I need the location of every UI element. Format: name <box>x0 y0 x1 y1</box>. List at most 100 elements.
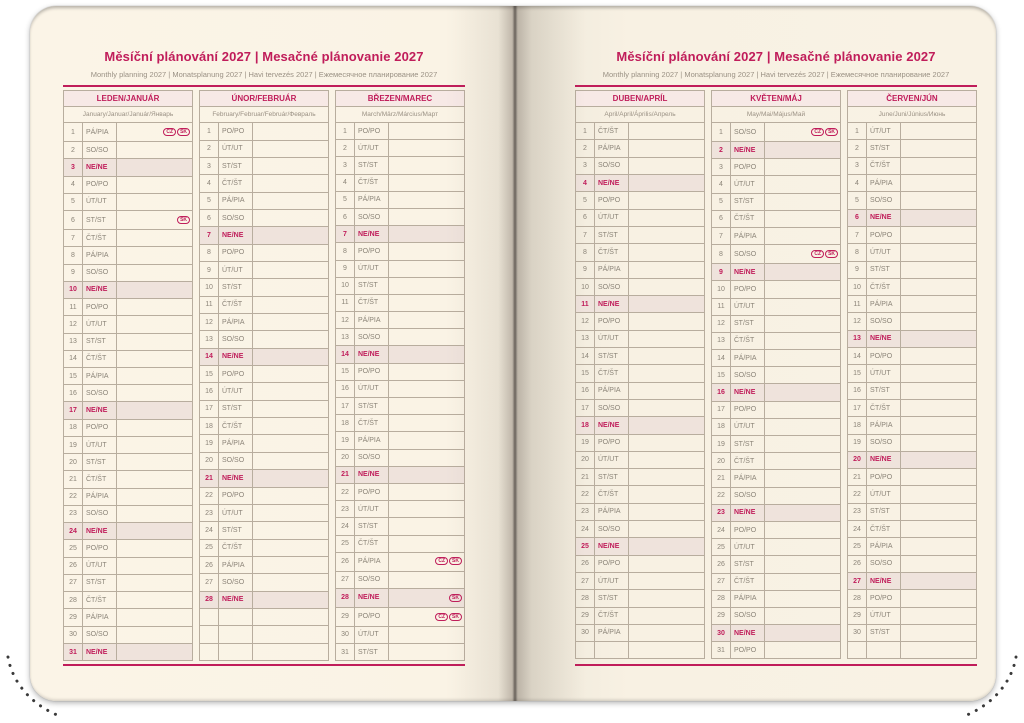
day-abbrev: PÁ/PIA <box>594 381 629 400</box>
notes-cell <box>387 345 466 364</box>
day-row: 10 SO/SO <box>575 277 706 297</box>
notes-cell <box>387 156 466 175</box>
notes-cell <box>763 538 842 557</box>
day-abbrev: PO/PO <box>217 365 253 384</box>
day-number: 1 <box>334 121 355 141</box>
day-abbrev: ÚT/UT <box>82 315 117 334</box>
day-number: 9 <box>334 259 355 278</box>
day-row: 22 PO/PO <box>334 482 466 502</box>
day-row: 8 PÁ/PIA <box>63 246 194 265</box>
day-abbrev: ST/ST <box>217 521 253 540</box>
notes-cell <box>115 280 194 300</box>
day-abbrev: SO/SO <box>865 554 901 573</box>
day-number: 31 <box>334 643 355 662</box>
page-subtitle: Monthly planning 2027 | Monatsplanung 20… <box>602 70 950 79</box>
day-number: 24 <box>334 517 355 536</box>
day-row: 27 NE/NE <box>846 571 978 591</box>
day-number: 2 <box>711 140 731 160</box>
day-number: 22 <box>846 485 867 504</box>
day-abbrev: PO/PO <box>82 298 117 317</box>
day-abbrev: ST/ST <box>353 643 389 662</box>
day-row: 15 ČT/ŠT <box>575 364 706 383</box>
page-subtitle: Monthly planning 2027 | Monatsplanung 20… <box>90 70 438 79</box>
day-abbrev: ČT/ŠT <box>82 591 117 610</box>
day-abbrev: ÚT/UT <box>217 382 253 401</box>
notes-cell <box>115 246 194 265</box>
day-abbrev: NE/NE <box>865 571 901 591</box>
day-number: 21 <box>711 469 731 488</box>
day-row: 25 ÚT/UT <box>711 538 842 557</box>
notes-cell <box>899 122 978 141</box>
notes-cell <box>899 398 978 418</box>
day-row: 9 ÚT/UT <box>334 259 466 278</box>
day-number: 21 <box>63 470 83 489</box>
notes-cell <box>115 332 194 351</box>
month-languages-row: April/April/Április/Апрель <box>574 106 706 124</box>
day-abbrev: ČT/ŠT <box>353 534 389 553</box>
page-gutter <box>445 6 585 701</box>
notes-cell <box>387 465 466 484</box>
day-number: 26 <box>711 555 731 574</box>
day-abbrev: PÁ/PIA <box>82 366 117 386</box>
day-abbrev: ÚT/UT <box>82 192 117 212</box>
day-number: 20 <box>575 450 595 470</box>
notes-cell <box>115 229 194 248</box>
day-row: 7 ČT/ŠT <box>63 229 194 248</box>
day-abbrev: PO/PO <box>594 433 629 452</box>
day-abbrev: PO/PO <box>865 347 901 366</box>
day-number: 23 <box>846 502 867 522</box>
day-row: 23 ÚT/UT <box>198 503 330 523</box>
day-abbrev: PO/PO <box>353 606 389 627</box>
day-row: 12 ST/ST <box>711 314 842 333</box>
day-number: 2 <box>334 139 355 158</box>
day-number: 22 <box>198 486 219 505</box>
day-number: 13 <box>198 330 219 349</box>
notes-cell <box>763 434 842 454</box>
day-number: 15 <box>334 362 355 381</box>
notes-cell <box>763 383 842 402</box>
day-abbrev: ČT/ŠT <box>594 606 629 625</box>
day-number: 10 <box>334 276 355 295</box>
day-abbrev: ST/ST <box>730 314 765 333</box>
day-number: 14 <box>575 347 595 366</box>
day-abbrev: NE/NE <box>865 329 901 349</box>
day-row: 9 ÚT/UT <box>198 261 330 280</box>
day-number: 14 <box>711 349 731 368</box>
day-abbrev: ČT/ŠT <box>594 485 629 504</box>
notes-cell <box>251 417 330 436</box>
day-abbrev: NE/NE <box>217 226 253 245</box>
day-row: 7 PO/PO <box>846 225 978 245</box>
holiday-badge-cz: CZ <box>811 127 825 136</box>
day-abbrev: PO/PO <box>82 175 117 194</box>
day-row: 23 ST/ST <box>846 502 978 522</box>
day-number: 5 <box>711 192 731 211</box>
day-row: 30 SO/SO <box>63 625 194 644</box>
day-abbrev: ČT/ŠT <box>865 398 901 418</box>
notes-cell <box>899 520 978 539</box>
day-number: 13 <box>334 328 355 347</box>
holiday-badge-cz: CZ <box>811 249 825 258</box>
day-row: 12 PÁ/PIA <box>198 313 330 332</box>
day-abbrev: ST/ST <box>82 453 117 472</box>
day-abbrev: ST/ST <box>865 623 901 643</box>
day-number: 30 <box>334 625 355 645</box>
day-number: 2 <box>846 139 867 158</box>
day-number: 3 <box>334 156 355 175</box>
holiday-badge-sk: SK <box>825 127 839 136</box>
day-row: 5 PÁ/PIA <box>334 190 466 209</box>
day-row: 19 PÁ/PIA <box>334 431 466 450</box>
day-row: 11 NE/NE <box>575 295 706 314</box>
day-row: 17 ST/ST <box>334 396 466 416</box>
notes-cell <box>251 451 330 471</box>
day-row: 8 PO/PO <box>198 243 330 263</box>
day-number: 15 <box>63 366 83 386</box>
day-abbrev: ÚT/UT <box>865 606 901 625</box>
day-number: 22 <box>334 482 355 502</box>
notes-cell <box>251 139 330 158</box>
day-row: 3 PO/PO <box>711 158 842 177</box>
day-number: 16 <box>711 383 731 402</box>
day-abbrev: PO/PO <box>730 520 765 540</box>
notes-cell <box>251 555 330 575</box>
notes-cell <box>899 537 978 556</box>
